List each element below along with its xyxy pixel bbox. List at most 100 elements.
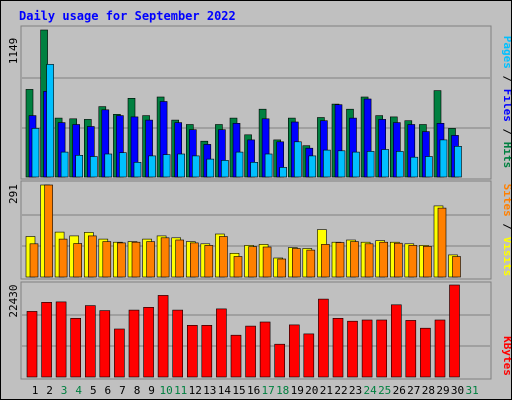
chart-title: Daily usage for September 2022	[19, 9, 236, 23]
x-label-day-30: 30	[451, 384, 464, 397]
x-label-day-17: 17	[261, 384, 274, 397]
legend-visits-sites: Sites / Visits	[501, 184, 511, 277]
bar-pages-day-12	[192, 155, 200, 178]
bar-sites-day-14	[219, 236, 228, 278]
legend-kbytes: KBytes	[501, 336, 511, 376]
bar-pages-day-9	[148, 155, 156, 178]
bar-sites-day-24	[364, 243, 374, 278]
bar-sites-day-26	[393, 242, 403, 278]
bar-sites-day-1	[29, 243, 39, 278]
bar-kbytes-day-3	[55, 301, 67, 378]
bar-pages-day-29	[439, 139, 448, 178]
x-label-day-6: 6	[104, 384, 111, 397]
bar-sites-day-25	[379, 241, 389, 278]
legend-visits: Visits	[501, 237, 511, 277]
bar-sites-day-11	[175, 239, 184, 278]
y-max-label-kbytes: 22430	[7, 284, 20, 317]
bar-pages-day-16	[250, 162, 258, 178]
bar-kbytes-day-20	[303, 333, 315, 378]
x-label-day-25: 25	[378, 384, 391, 397]
legend-hits-files-pages: Pages / Files / Hits	[501, 36, 511, 169]
x-label-day-21: 21	[320, 384, 333, 397]
bar-kbytes-day-2	[41, 301, 52, 378]
x-label-day-4: 4	[75, 384, 82, 397]
bar-pages-day-30	[454, 146, 462, 178]
bar-pages-day-1	[31, 128, 40, 178]
bar-kbytes-day-11	[172, 309, 183, 378]
bar-sites-day-22	[335, 242, 345, 278]
bar-marks	[25, 29, 462, 378]
bar-pages-day-23	[352, 151, 360, 178]
bar-kbytes-day-18	[274, 343, 286, 378]
bar-pages-day-2	[46, 64, 54, 178]
x-label-day-29: 29	[436, 384, 449, 397]
x-label-day-18: 18	[276, 384, 289, 397]
bar-kbytes-day-17	[259, 321, 271, 378]
legend-sep-3: /	[501, 217, 511, 237]
x-label-day-9: 9	[148, 384, 155, 397]
bar-pages-day-22	[337, 150, 346, 178]
bar-sites-day-8	[131, 241, 141, 278]
x-label-day-31: 31	[465, 384, 478, 397]
bar-sites-day-30	[452, 256, 461, 278]
bar-pages-day-11	[177, 153, 185, 178]
x-label-day-14: 14	[218, 384, 232, 397]
x-axis-labels: 1 2 3 4 5 6 7 8 9 10 11 12 13 14 15 16 17 18 19 20 21 22 23 24 2…	[32, 384, 479, 397]
bar-pages-day-25	[381, 149, 390, 178]
bar-sites-day-4	[73, 243, 82, 278]
y-max-label-hits: 1149	[7, 38, 20, 65]
x-label-day-2: 2	[46, 384, 53, 397]
bar-pages-day-6	[104, 153, 113, 178]
bar-sites-day-19	[291, 248, 301, 278]
bar-kbytes-day-26	[390, 304, 402, 378]
bar-kbytes-day-24	[361, 319, 373, 378]
bar-sites-day-3	[58, 238, 68, 278]
bar-sites-day-17	[262, 246, 272, 278]
x-label-day-10: 10	[159, 384, 172, 397]
x-label-day-15: 15	[232, 384, 245, 397]
bar-sites-day-7	[117, 242, 126, 278]
bar-pages-day-26	[395, 151, 404, 178]
bar-kbytes-day-14	[216, 308, 227, 378]
legend-sites: Sites	[501, 184, 511, 217]
bar-sites-day-28	[423, 246, 432, 278]
bar-pages-day-7	[119, 152, 127, 178]
x-label-day-19: 19	[291, 384, 304, 397]
x-label-day-11: 11	[174, 384, 187, 397]
bar-kbytes-day-27	[405, 320, 417, 378]
bar-pages-day-17	[264, 153, 273, 178]
x-label-day-28: 28	[422, 384, 435, 397]
bar-pages-day-20	[308, 155, 317, 178]
bar-kbytes-day-21	[318, 298, 329, 378]
x-label-day-20: 20	[305, 384, 318, 397]
bar-kbytes-day-13	[201, 324, 213, 378]
legend-files: Files	[501, 89, 511, 122]
x-label-day-1: 1	[32, 384, 39, 397]
bar-pages-day-8	[133, 162, 142, 178]
bar-pages-day-13	[206, 158, 215, 178]
bar-pages-day-3	[60, 151, 69, 178]
bar-kbytes-day-4	[70, 317, 81, 378]
bar-sites-day-10	[160, 237, 170, 278]
bar-sites-day-21	[321, 244, 330, 278]
bar-kbytes-day-9	[143, 306, 154, 378]
bar-sites-day-2	[44, 184, 53, 278]
bar-pages-day-24	[366, 151, 375, 178]
bar-pages-day-14	[221, 160, 229, 178]
bar-pages-day-28	[425, 156, 433, 178]
bar-sites-day-23	[350, 241, 359, 278]
bar-kbytes-day-28	[420, 327, 431, 378]
x-label-day-27: 27	[407, 384, 420, 397]
legend-hits: Hits	[501, 142, 511, 169]
bar-kbytes-day-8	[128, 309, 140, 378]
bar-sites-day-9	[146, 241, 155, 278]
bar-kbytes-day-19	[288, 324, 300, 378]
bar-kbytes-day-30	[449, 284, 460, 378]
bar-sites-day-16	[248, 246, 257, 278]
x-label-day-23: 23	[349, 384, 362, 397]
bar-kbytes-day-5	[85, 305, 96, 378]
x-label-day-8: 8	[134, 384, 141, 397]
bar-kbytes-day-6	[99, 310, 111, 378]
